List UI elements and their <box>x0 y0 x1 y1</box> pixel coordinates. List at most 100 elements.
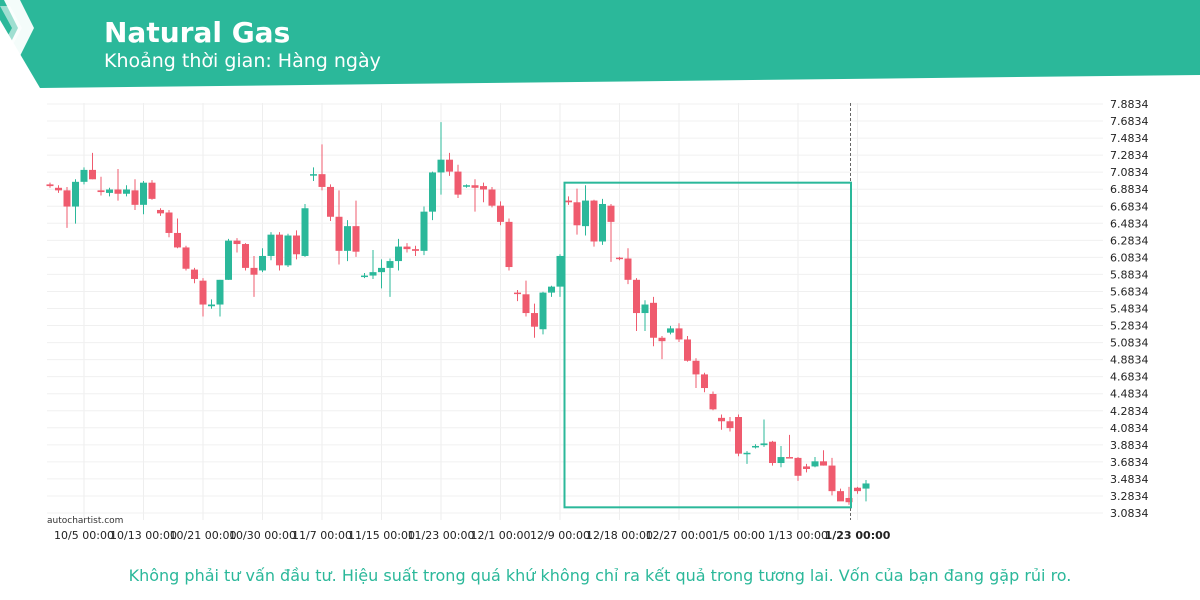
x-tick-label: 12/1 00:00 <box>471 529 531 542</box>
y-tick-label: 7.0834 <box>1110 166 1149 179</box>
x-tick-label: 11/15 00:00 <box>348 529 415 542</box>
y-tick-label: 4.2834 <box>1110 405 1149 418</box>
candle-body <box>403 246 411 250</box>
candle-body <box>820 461 827 466</box>
candle-body <box>616 257 623 260</box>
candle-body <box>794 457 802 476</box>
candle-body <box>46 184 54 187</box>
candle-body <box>80 169 88 182</box>
candle-body <box>505 221 513 268</box>
candle-body <box>123 189 130 194</box>
candle-body <box>276 234 283 266</box>
candle-body <box>650 302 657 338</box>
x-tick-label: 1/23 00:00 <box>825 529 891 542</box>
candle-body <box>89 169 96 180</box>
x-tick-label: 10/21 00:00 <box>170 529 237 542</box>
candle-body <box>318 174 326 187</box>
x-tick-label: 12/27 00:00 <box>646 529 713 542</box>
y-tick-label: 4.6834 <box>1110 371 1149 384</box>
candle-body <box>267 234 275 256</box>
candle-body <box>97 190 105 193</box>
y-tick-label: 4.8834 <box>1110 354 1149 367</box>
candle-body <box>743 452 751 455</box>
candle-body <box>667 328 674 333</box>
candle-body <box>72 181 79 207</box>
x-tick-label: 10/13 00:00 <box>110 529 177 542</box>
autochartist-logo-icon <box>0 0 34 56</box>
candle-body <box>182 247 190 269</box>
candle-body <box>191 269 198 279</box>
page-title: Natural Gas <box>104 16 291 49</box>
candle-body <box>828 465 836 492</box>
candle-body <box>420 211 428 251</box>
candle-body <box>726 421 734 429</box>
candle-body <box>539 292 547 330</box>
y-tick-label: 7.4834 <box>1110 132 1149 145</box>
candle-body <box>599 203 606 242</box>
y-tick-label: 6.0834 <box>1110 251 1149 264</box>
candle-body <box>845 497 853 503</box>
candle-body <box>429 172 436 212</box>
candle-body <box>854 487 861 492</box>
candle-body <box>497 205 504 222</box>
candle-body <box>165 212 173 233</box>
candle-body <box>488 189 496 206</box>
y-tick-label: 5.8834 <box>1110 268 1149 281</box>
candle-body <box>658 337 666 342</box>
candle-body <box>106 189 113 193</box>
candle-body <box>250 267 258 275</box>
y-tick-label: 6.4834 <box>1110 217 1149 230</box>
y-tick-label: 7.6834 <box>1110 115 1149 128</box>
candle-body <box>590 200 598 242</box>
y-tick-label: 5.2834 <box>1110 320 1149 333</box>
candle-body <box>446 159 453 172</box>
candle-body <box>565 200 572 203</box>
candle-body <box>760 443 768 446</box>
candle-body <box>531 313 538 327</box>
candle-body <box>395 246 402 262</box>
pattern-box <box>563 181 852 509</box>
y-tick-label: 6.6834 <box>1110 200 1149 213</box>
candle-body <box>63 190 71 207</box>
candle-body <box>692 360 700 375</box>
candle-body <box>624 258 632 280</box>
candle-body <box>837 491 844 502</box>
y-tick-label: 5.6834 <box>1110 285 1149 298</box>
candle-body <box>709 393 717 410</box>
candle-body <box>233 240 241 245</box>
timeframe-subtitle: Khoảng thời gian: Hàng ngày <box>104 50 381 72</box>
candle-body <box>310 174 317 176</box>
candle-body <box>522 294 530 314</box>
header-banner: Natural Gas Khoảng thời gian: Hàng ngày <box>0 0 1200 90</box>
x-tick-label: 12/18 00:00 <box>586 529 653 542</box>
candle-body <box>437 159 445 173</box>
candle-body <box>471 185 479 188</box>
y-tick-label: 5.4834 <box>1110 303 1149 316</box>
candle-body <box>259 255 266 271</box>
x-tick-label: 10/30 00:00 <box>229 529 296 542</box>
y-tick-label: 3.0834 <box>1110 507 1149 520</box>
candle-body <box>199 280 207 305</box>
candle-body <box>777 457 785 464</box>
candle-body <box>675 328 683 340</box>
candle-body <box>582 200 589 227</box>
candle-body <box>386 261 394 268</box>
candle-body <box>573 202 581 226</box>
x-tick-label: 11/7 00:00 <box>292 529 352 542</box>
candle-body <box>131 190 139 205</box>
candle-body <box>786 457 793 459</box>
banner-shape <box>0 0 1200 88</box>
candle-body <box>157 209 164 214</box>
disclaimer: Không phải tư vấn đầu tư. Hiệu suất tron… <box>128 566 1072 585</box>
candle-body <box>378 267 385 273</box>
candle-body <box>335 216 343 251</box>
candle-body <box>148 182 156 199</box>
y-tick-label: 3.8834 <box>1110 439 1149 452</box>
candle-body <box>607 205 615 222</box>
candle-body <box>293 235 300 255</box>
candle-body <box>361 275 368 278</box>
candle-body <box>769 441 776 464</box>
x-tick-label: 12/9 00:00 <box>530 529 590 542</box>
y-tick-label: 7.8834 <box>1110 98 1149 111</box>
